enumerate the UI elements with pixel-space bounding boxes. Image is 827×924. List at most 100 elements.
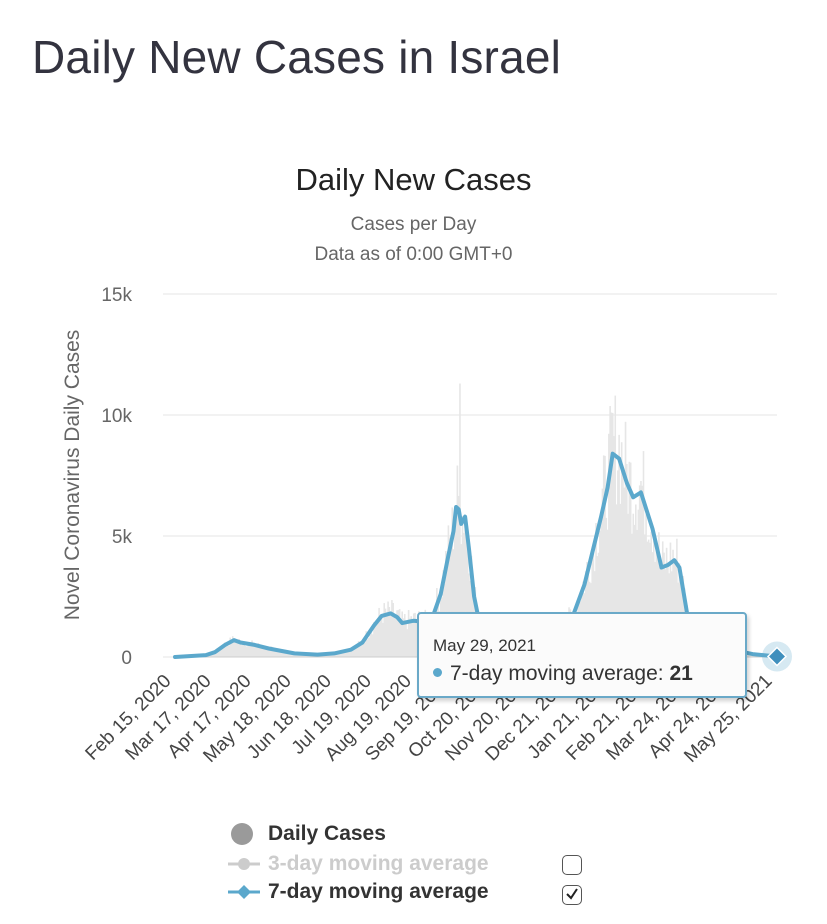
daily-cases-bar [222, 647, 225, 657]
daily-cases-bar [460, 544, 463, 657]
daily-cases-bar [655, 545, 658, 657]
daily-cases-bar [239, 640, 242, 657]
daily-cases-bar [610, 412, 613, 657]
daily-cases-bar [617, 470, 619, 657]
daily-cases-bar [260, 646, 262, 657]
daily-cases-bar [663, 552, 665, 657]
daily-cases-bar [344, 652, 347, 657]
daily-cases-bar [464, 517, 466, 657]
daily-cases-bar [747, 653, 750, 657]
daily-cases-bar [370, 631, 373, 657]
daily-cases-bar [669, 542, 672, 657]
daily-cases-bar [646, 541, 649, 657]
daily-cases-bar [637, 509, 640, 657]
daily-cases-bar [234, 642, 237, 657]
daily-cases-bar [403, 614, 406, 657]
daily-cases-bar [606, 529, 609, 657]
daily-cases-bar [407, 610, 410, 657]
daily-cases-bar [355, 644, 357, 657]
y-tick-label: 0 [121, 648, 132, 669]
daily-cases-bar [586, 561, 588, 657]
daily-cases-bar [257, 643, 260, 657]
chart-subtitle-line-2: Data as of 0:00 GMT+0 [314, 244, 513, 265]
daily-cases-bar [348, 649, 351, 657]
daily-cases-bar [280, 651, 283, 657]
daily-cases-bar [609, 406, 611, 657]
daily-cases-bar [373, 622, 375, 657]
daily-cases-bar [454, 525, 456, 657]
daily-cases-bar [269, 646, 271, 657]
daily-cases-bar [601, 488, 604, 657]
daily-cases-bar [635, 504, 637, 657]
daily-cases-bar [410, 616, 412, 657]
daily-cases-bar [658, 532, 660, 657]
tooltip-date: May 29, 2021 [433, 636, 537, 655]
y-axis-label: Novel Coronavirus Daily Cases [61, 330, 84, 621]
daily-cases-bar [667, 562, 669, 657]
daily-cases-bar [351, 650, 353, 657]
daily-cases-bar [285, 650, 288, 657]
daily-cases-bar [660, 562, 663, 657]
daily-cases-bar [279, 651, 282, 657]
daily-cases-bar [452, 549, 455, 657]
daily-cases-bar [451, 507, 454, 657]
daily-cases-bar [350, 649, 352, 657]
daily-cases-bar [231, 636, 234, 657]
daily-cases-bar [271, 646, 274, 657]
daily-cases-bar [265, 649, 267, 657]
daily-cases-bar [647, 539, 650, 657]
daily-cases-bar [378, 607, 380, 657]
daily-cases-bar [242, 644, 244, 657]
daily-cases-bar [455, 506, 457, 657]
daily-cases-bar [346, 650, 348, 657]
daily-cases-bar [246, 646, 248, 657]
daily-cases-bar [394, 614, 397, 657]
daily-cases-bar [619, 503, 622, 657]
daily-cases-bar [224, 642, 226, 657]
page-title: Daily New Cases in Israel [32, 31, 562, 83]
daily-cases-bar [656, 557, 659, 657]
daily-cases-bar [339, 652, 342, 657]
checkbox-3-day-average[interactable] [562, 855, 582, 875]
daily-cases-bar [256, 645, 258, 657]
daily-cases-bar [676, 538, 678, 657]
daily-cases-bar [360, 641, 362, 657]
daily-cases-bar [398, 609, 401, 657]
circle-icon [231, 823, 253, 845]
daily-cases-bar [357, 641, 360, 657]
daily-cases-bar [415, 619, 418, 657]
daily-cases-bar [409, 618, 411, 657]
daily-cases-bar [215, 652, 217, 657]
tooltip-series-name: 7-day moving average [450, 662, 658, 685]
tooltip-row: 7-day moving average: 21 [433, 662, 693, 686]
daily-cases-bar [602, 455, 605, 657]
daily-cases-bar [284, 650, 287, 657]
daily-cases-bar [620, 442, 623, 657]
daily-cases-bar [650, 531, 653, 657]
daily-cases-bar [622, 475, 624, 657]
daily-cases-bar [608, 433, 610, 657]
chart-title: Daily New Cases [295, 162, 532, 197]
daily-cases-bar [401, 611, 403, 657]
daily-cases-bar [229, 637, 231, 657]
daily-cases-bar [389, 612, 392, 657]
daily-cases-bar [238, 638, 240, 657]
daily-cases-bar [470, 555, 473, 657]
daily-cases-bar [613, 436, 615, 657]
daily-cases-bar [631, 533, 633, 657]
hover-point [766, 646, 788, 667]
daily-cases-bar [678, 563, 681, 657]
daily-cases-bar [645, 514, 647, 657]
daily-cases-bar [247, 643, 249, 657]
line-circle-icon [228, 858, 260, 870]
daily-cases-bar [267, 646, 270, 657]
daily-cases-bar [651, 552, 654, 657]
daily-cases-bar [329, 654, 332, 657]
daily-cases-bar [249, 642, 252, 657]
daily-cases-bar [638, 485, 641, 657]
checkbox-7-day-average[interactable] [562, 885, 582, 905]
daily-cases-bar [629, 462, 632, 657]
daily-cases-bar [673, 559, 676, 657]
daily-cases-bar [665, 547, 668, 657]
